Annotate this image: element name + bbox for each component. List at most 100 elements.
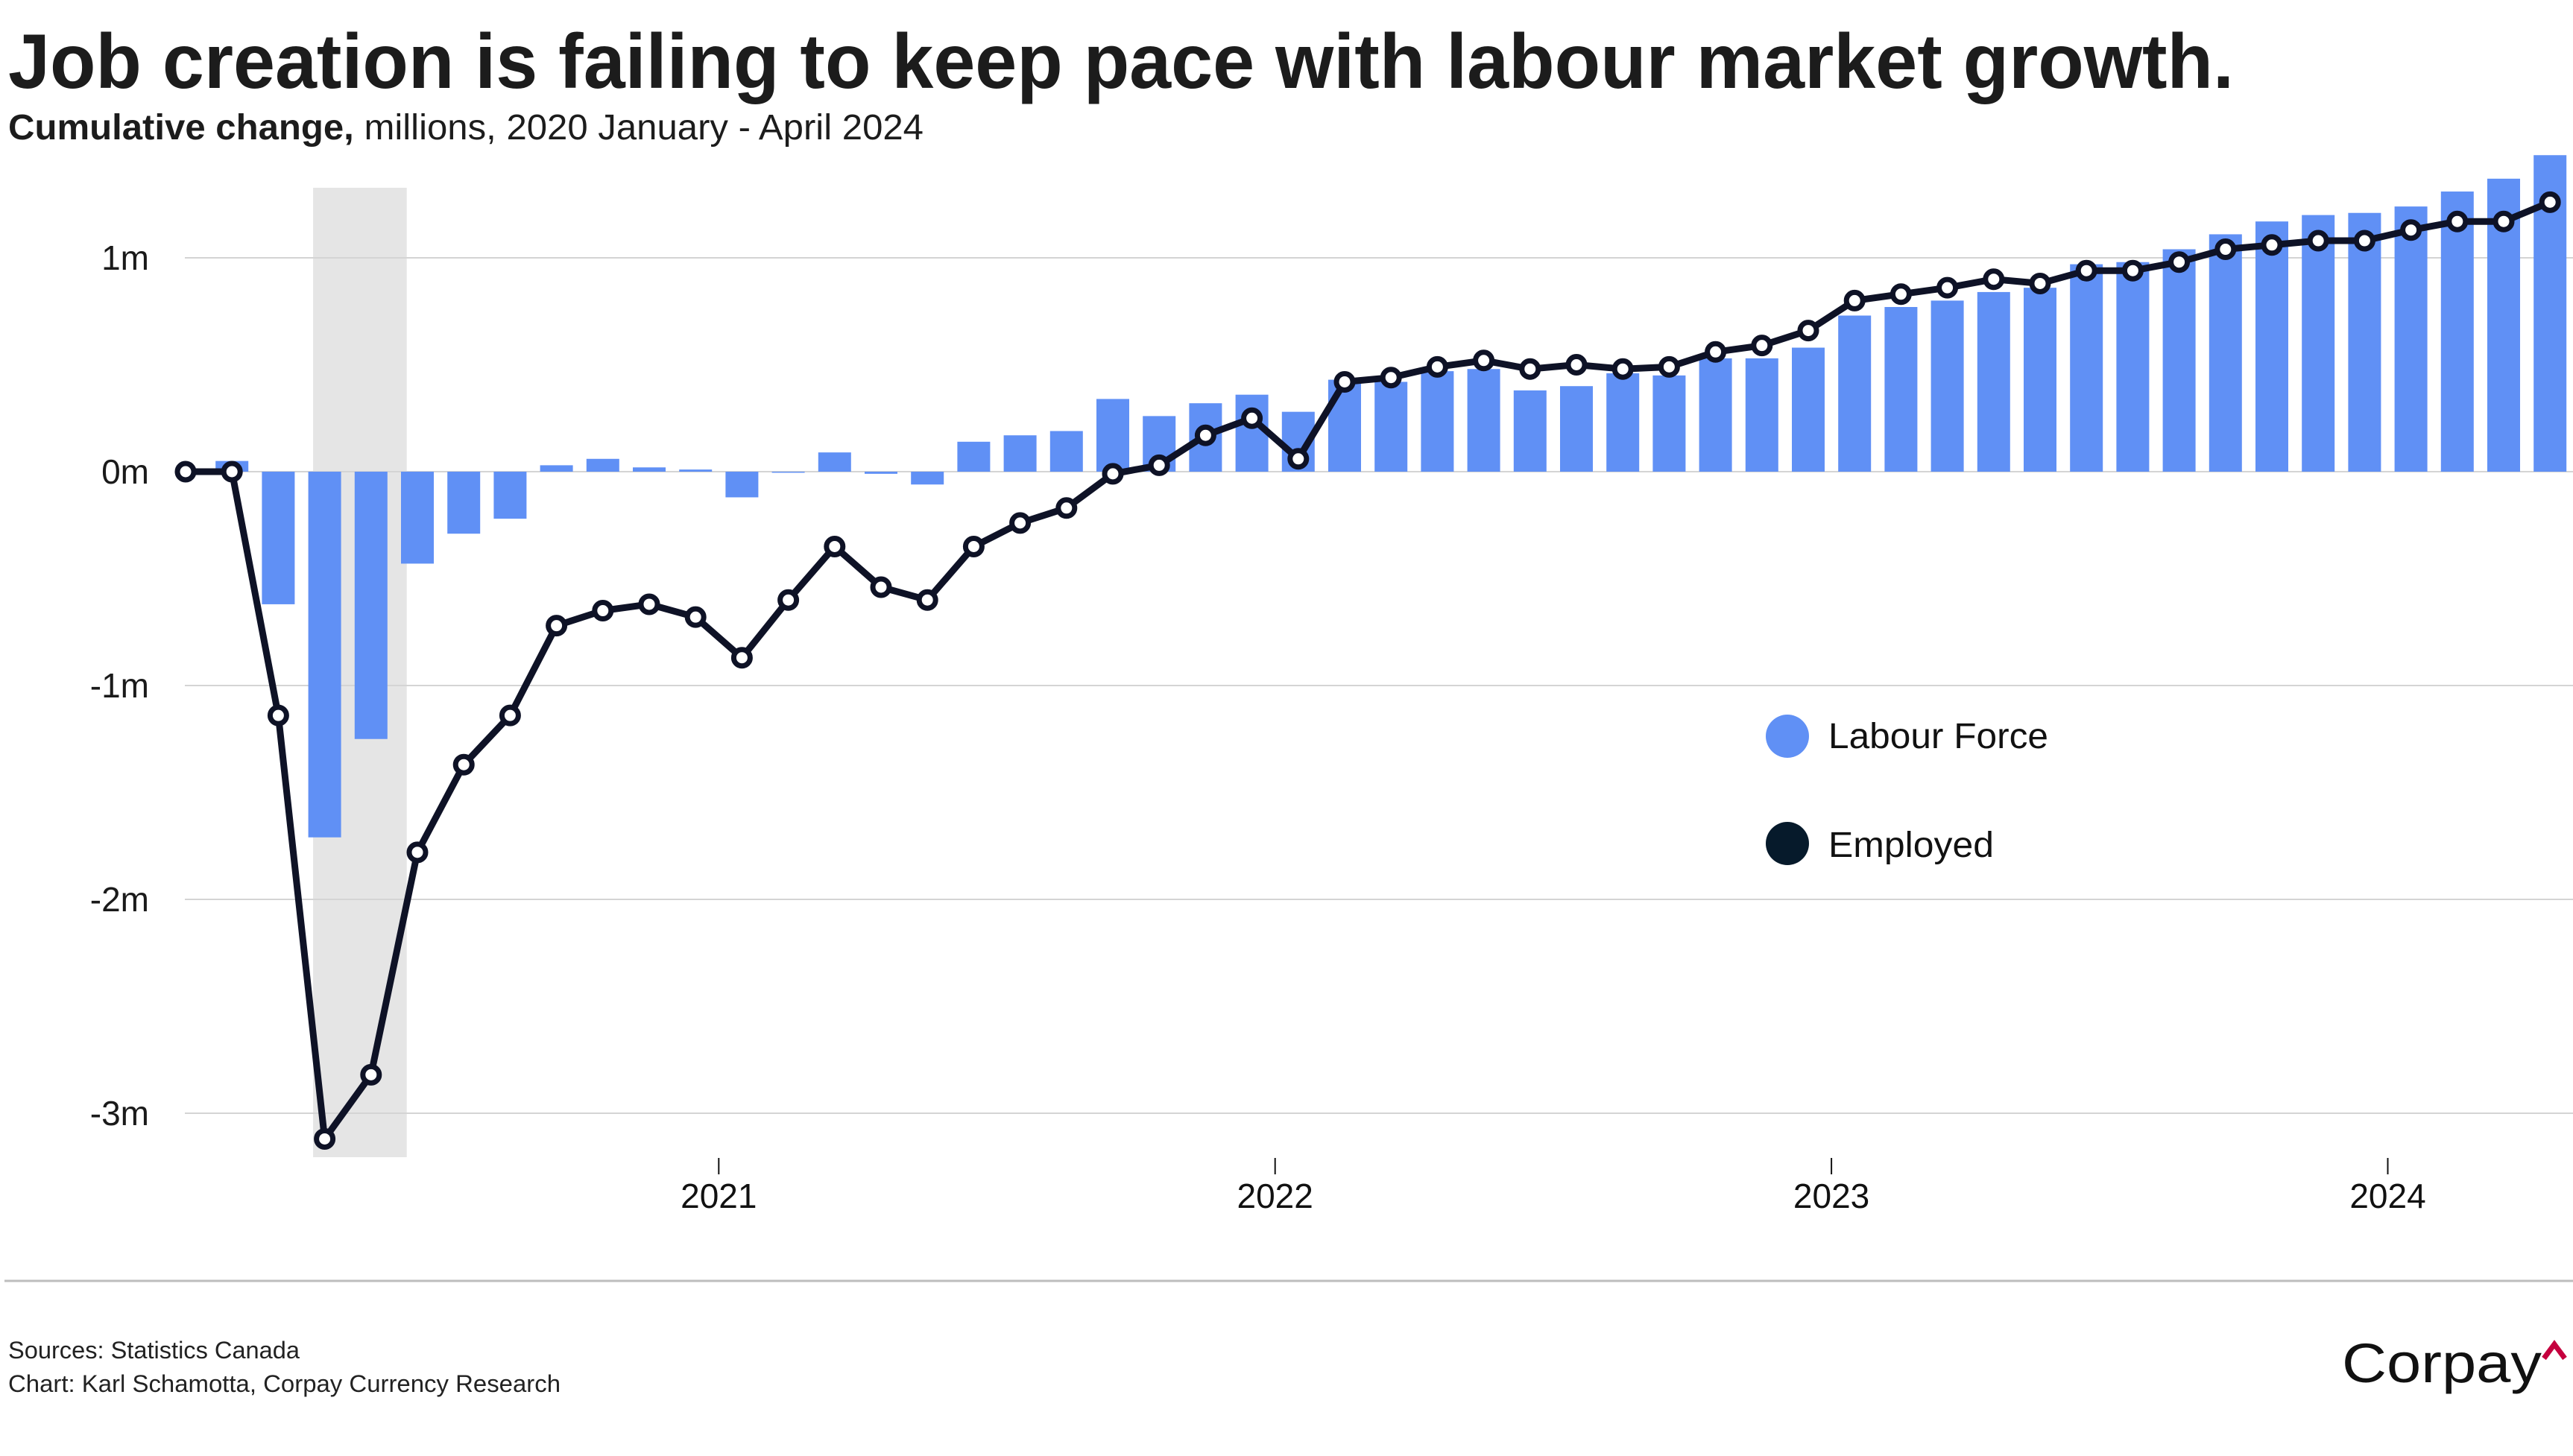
point-employed — [221, 460, 243, 483]
point-employed — [1102, 463, 1124, 485]
bar-labour-force — [2162, 249, 2196, 472]
bar-labour-force — [633, 467, 666, 472]
point-employed — [2168, 251, 2191, 273]
point-employed — [1055, 497, 1078, 519]
bar-labour-force — [1930, 300, 1964, 472]
point-employed — [1333, 370, 1356, 393]
point-employed — [1843, 289, 1866, 311]
bar-labour-force — [1003, 435, 1037, 472]
x-tick-label: 2021 — [681, 1177, 757, 1215]
footer-sources: Sources: Statistics Canada — [8, 1337, 300, 1364]
y-tick-label: 1m — [101, 238, 149, 277]
x-tick-label: 2023 — [1793, 1177, 1869, 1215]
bar-labour-force — [1792, 347, 1825, 472]
point-employed — [1936, 276, 1959, 299]
bar-labour-force — [493, 472, 527, 519]
legend-label-labour-force: Labour Force — [1828, 717, 2048, 756]
point-employed — [2539, 191, 2561, 213]
x-axis: 2021 2022 2023 2024 — [681, 1158, 2426, 1215]
bar-labour-force — [2070, 264, 2103, 472]
point-employed — [1565, 354, 1588, 376]
point-employed — [1148, 454, 1170, 476]
bar-labour-force — [1977, 291, 2010, 472]
x-tick-label: 2024 — [2349, 1177, 2425, 1215]
bar-labour-force — [262, 472, 295, 604]
point-employed — [2493, 210, 2515, 232]
chart-title: Job creation is failing to keep pace wit… — [8, 19, 2234, 105]
legend-item-employed: Employed — [1766, 822, 1994, 865]
bar-labour-force — [1096, 399, 1129, 472]
corpay-logo: Corpay — [2342, 1332, 2567, 1394]
point-employed — [638, 593, 660, 615]
point-employed — [1983, 268, 2005, 291]
bar-labour-force — [2024, 288, 2056, 472]
point-employed — [2446, 210, 2469, 232]
bar-labour-force — [1421, 371, 1454, 472]
chart-subtitle: Cumulative change, millions, 2020 Januar… — [8, 108, 924, 148]
y-tick-label: -1m — [90, 666, 149, 705]
point-employed — [314, 1127, 336, 1150]
bar-labour-force — [2394, 206, 2428, 472]
employed-line-series — [186, 199, 2551, 1142]
bar-labour-force — [2255, 221, 2288, 472]
legend-label-employed: Employed — [1828, 826, 1994, 865]
point-employed — [1611, 358, 1634, 380]
bar-labour-force — [2116, 262, 2150, 472]
point-employed — [1705, 341, 1727, 363]
point-employed — [1009, 512, 1032, 534]
point-employed — [870, 576, 892, 598]
bar-labour-force — [679, 469, 713, 472]
point-employed — [1426, 355, 1448, 378]
point-employed — [1194, 424, 1216, 446]
point-employed — [1380, 367, 1402, 389]
bar-labour-force — [401, 472, 434, 564]
bar-labour-force — [447, 472, 481, 534]
point-employed — [1797, 320, 1819, 342]
point-employed — [592, 600, 614, 622]
legend-item-labour-force: Labour Force — [1766, 715, 2048, 758]
point-employed — [730, 647, 753, 669]
bar-labour-force — [1049, 431, 1083, 472]
y-tick-label: -2m — [90, 880, 149, 919]
point-employed — [1658, 355, 1680, 378]
point-employed — [2400, 219, 2422, 241]
bar-labour-force — [1235, 394, 1269, 472]
legend: Labour Force Employed — [1766, 715, 2048, 865]
point-employed — [2307, 230, 2329, 252]
point-employed — [1241, 407, 1263, 429]
bar-labour-force — [586, 458, 619, 472]
bar-labour-force — [865, 472, 897, 474]
point-employed — [1890, 283, 1912, 306]
bar-labour-force — [354, 472, 388, 739]
bar-labour-force — [911, 472, 944, 485]
line-employed — [186, 199, 2551, 1142]
point-employed — [916, 589, 938, 611]
bar-labour-force — [1884, 307, 1918, 472]
bar-labour-force — [1374, 382, 1408, 472]
labour-force-bars — [215, 155, 2567, 838]
point-employed — [360, 1063, 382, 1086]
bar-labour-force — [1560, 386, 1593, 472]
point-employed — [684, 606, 707, 628]
bar-labour-force — [2209, 234, 2242, 472]
point-employed — [1473, 349, 1495, 372]
x-tick-label: 2022 — [1237, 1177, 1313, 1215]
bar-labour-force — [1652, 375, 1686, 472]
employed-markers — [174, 191, 2561, 1150]
point-employed — [824, 535, 846, 557]
point-employed — [546, 615, 568, 637]
bar-labour-force — [2348, 212, 2381, 472]
point-employed — [267, 704, 289, 727]
logo-caret-icon — [2542, 1340, 2567, 1361]
bar-labour-force — [1513, 390, 1547, 472]
point-employed — [2121, 259, 2144, 282]
point-employed — [452, 753, 475, 776]
bar-labour-force — [2302, 215, 2335, 472]
point-employed — [1519, 358, 1541, 380]
legend-swatch-employed — [1766, 822, 1809, 865]
y-axis-labels: 1m 0m -1m -2m -3m — [90, 238, 149, 1133]
bar-labour-force — [725, 472, 759, 498]
point-employed — [777, 589, 800, 611]
logo-wordmark: Corpay — [2342, 1332, 2542, 1394]
